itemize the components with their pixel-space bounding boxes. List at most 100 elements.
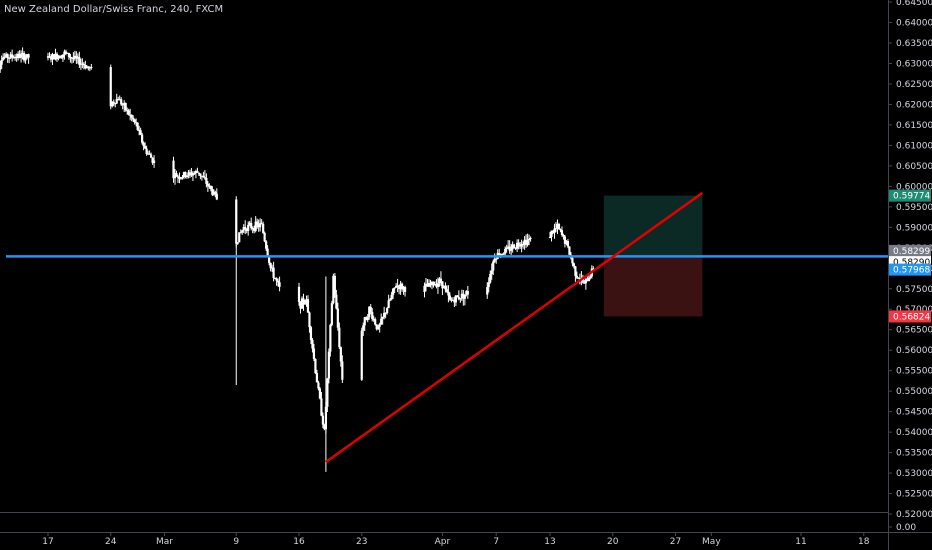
candle: [314, 358, 317, 374]
candle: [463, 294, 466, 306]
candle-body: [60, 57, 63, 59]
candle: [399, 280, 402, 295]
candle-body: [554, 228, 558, 230]
candle-body: [392, 288, 395, 295]
candle: [271, 264, 274, 272]
candle-body: [572, 263, 576, 267]
candle: [363, 316, 366, 332]
x-tick-label: 24: [105, 537, 117, 547]
candle-body: [498, 253, 501, 256]
candle: [188, 169, 192, 178]
candle: [242, 224, 245, 234]
candle-body: [149, 154, 153, 158]
candle-body: [115, 98, 118, 104]
candle: [175, 170, 178, 177]
candle: [395, 282, 398, 289]
candle-body: [450, 299, 453, 301]
candle: [202, 171, 205, 178]
candle: [123, 100, 126, 113]
symbol-legend[interactable]: New Zealand Dollar/Swiss Franc, 240, FXC…: [4, 4, 224, 15]
candle-body: [575, 275, 578, 278]
candle: [239, 229, 242, 234]
candle: [181, 174, 184, 180]
x-tick-label: 23: [356, 537, 367, 547]
candle: [400, 282, 404, 292]
candle-body: [196, 171, 199, 173]
candle: [559, 228, 562, 233]
candle-body: [520, 244, 523, 247]
candle: [176, 174, 180, 183]
candle-body: [504, 248, 507, 254]
candle-body: [339, 347, 342, 362]
candle-body: [330, 303, 333, 325]
candle: [315, 369, 319, 383]
position-loss-zone[interactable]: [603, 256, 703, 317]
candle-body: [592, 268, 595, 270]
price-badge: 0.57968: [889, 263, 931, 276]
candle-body: [84, 65, 87, 69]
candle: [263, 231, 266, 243]
candle-body: [76, 57, 79, 59]
candle: [76, 53, 79, 64]
candle: [305, 295, 308, 307]
y-tick-label: 0.52000: [896, 510, 932, 520]
candle: [442, 285, 446, 289]
candle: [502, 252, 505, 255]
x-tick-label: 7: [493, 537, 499, 547]
candle: [275, 277, 278, 286]
candle-body: [25, 54, 29, 58]
price-badge-bg: [889, 189, 931, 202]
y-tick-label: 0.62000: [896, 100, 932, 110]
candle: [524, 234, 528, 248]
candle: [253, 225, 256, 234]
candle: [117, 96, 120, 101]
candle: [360, 327, 363, 381]
trend-line[interactable]: [325, 191, 704, 464]
candle: [57, 55, 60, 61]
candle-body: [365, 317, 368, 321]
candle-body: [238, 232, 241, 243]
candle: [339, 346, 342, 367]
candle: [303, 299, 307, 305]
candle: [368, 306, 371, 320]
candle: [584, 278, 587, 290]
candle-body: [21, 53, 24, 55]
candle-body: [242, 227, 245, 231]
candle-body: [87, 66, 90, 68]
candle-body: [439, 278, 443, 282]
candle-body: [129, 114, 132, 116]
candle-body: [463, 294, 466, 299]
candle-body: [341, 361, 344, 380]
price-badge-text: 0.58290: [893, 258, 930, 268]
candle-body: [548, 236, 552, 239]
x-tick-label: 11: [795, 537, 806, 547]
drawings[interactable]: [6, 191, 888, 464]
candle-body: [400, 283, 404, 290]
candle: [493, 253, 496, 263]
candle: [17, 51, 20, 61]
candle-body: [179, 177, 183, 179]
candle-body: [511, 244, 514, 250]
candle-body: [194, 171, 198, 174]
candle-body: [384, 312, 387, 314]
candle-body: [142, 142, 145, 147]
candle-body: [489, 274, 492, 283]
candle-body: [309, 327, 313, 340]
candle: [51, 52, 54, 66]
y-tick-label: 0.63500: [896, 39, 932, 49]
candle-body: [371, 311, 374, 319]
candle-body: [18, 53, 21, 58]
candle-body: [241, 230, 244, 233]
candle-body: [114, 103, 117, 105]
candle-body: [15, 56, 18, 59]
candle-body: [262, 223, 265, 233]
candle-body: [508, 246, 511, 251]
candle: [254, 216, 257, 233]
candle-body: [559, 229, 562, 231]
candle-body: [395, 286, 398, 288]
candle: [90, 63, 93, 70]
candle: [82, 61, 85, 70]
candle: [448, 292, 451, 301]
candle-body: [48, 56, 51, 58]
